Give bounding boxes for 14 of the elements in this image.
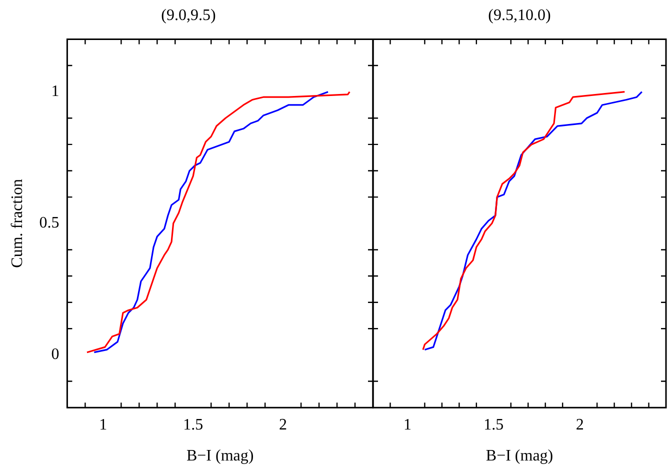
x-tick-label: 1 xyxy=(403,416,412,434)
chart-title: (9.0,9.5) xyxy=(161,6,216,24)
x-tick-label: 2 xyxy=(279,416,288,434)
x-tick-label: 1.5 xyxy=(183,416,204,434)
chart-title: (9.5,10.0) xyxy=(488,6,551,24)
y-tick-label: 1 xyxy=(51,83,60,100)
y-axis-title: Cum. fraction xyxy=(8,178,26,268)
x-tick-label: 1.5 xyxy=(484,416,504,434)
y-tick-label: 0 xyxy=(51,346,60,364)
x-tick-label: 2 xyxy=(576,416,584,434)
x-axis-title: B−I (mag) xyxy=(186,448,254,465)
x-axis-title: B−I (mag) xyxy=(486,448,554,465)
y-tick-label: 0.5 xyxy=(39,214,60,232)
x-tick-label: 1 xyxy=(99,416,108,434)
